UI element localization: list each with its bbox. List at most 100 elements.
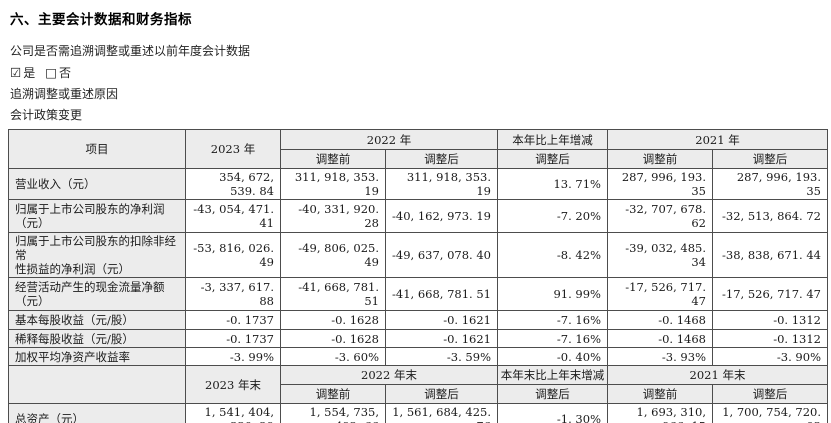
- row-label: 经营活动产生的现金流量净额 （元）: [8, 277, 186, 311]
- value-cell: 1, 693, 310, 966. 15: [607, 403, 713, 423]
- row-label: 稀释每股收益（元/股）: [8, 329, 186, 348]
- yearend-2021-header: 2021 年末: [607, 365, 828, 385]
- value-cell: -39, 032, 485. 34: [607, 232, 713, 278]
- value-cell: -40, 162, 973. 19: [385, 199, 498, 233]
- value-cell: -0. 1312: [712, 329, 828, 348]
- annual-header-row-2: 调整前 调整后 调整后 调整前 调整后: [9, 149, 828, 169]
- value-cell: -53, 816, 026. 49: [185, 232, 281, 278]
- value-cell: -7. 16%: [497, 329, 608, 348]
- table-row: 总资产（元） 1, 541, 404, 330. 29 1, 554, 735,…: [8, 403, 828, 423]
- value-cell: -0. 1312: [712, 310, 828, 330]
- value-cell: 354, 672, 539. 84: [185, 168, 281, 200]
- value-cell: -17, 526, 717. 47: [607, 277, 713, 311]
- yearend-2022-header: 2022 年末: [280, 365, 498, 385]
- item-column-header-empty: [8, 365, 186, 404]
- yearend-header-row-1: 2023 年末 2022 年末 本年末比上年末增减 2021 年末: [8, 365, 828, 404]
- value-cell: 13. 71%: [497, 168, 608, 200]
- value-cell: -49, 637, 078. 40: [385, 232, 498, 278]
- value-cell: -0. 1621: [385, 329, 498, 348]
- checked-checkbox-icon: ☑: [10, 65, 22, 80]
- value-cell: 287, 996, 193. 35: [607, 168, 713, 200]
- value-cell: -49, 806, 025. 49: [280, 232, 386, 278]
- row-label: 基本每股收益（元/股）: [8, 310, 186, 330]
- table-row: 经营活动产生的现金流量净额 （元） -3, 337, 617. 88 -41, …: [8, 277, 828, 311]
- before-adjust-header: 调整前: [280, 149, 386, 169]
- value-cell: -0. 1621: [385, 310, 498, 330]
- value-cell: -7. 20%: [497, 199, 608, 233]
- value-cell: 311, 918, 353. 19: [280, 168, 386, 200]
- value-cell: -0. 1628: [280, 329, 386, 348]
- value-cell: 1, 554, 735, 492. 66: [280, 403, 386, 423]
- value-cell: -0. 1628: [280, 310, 386, 330]
- value-cell: -17, 526, 717. 47: [712, 277, 828, 311]
- year-2022-header: 2022 年: [280, 129, 498, 150]
- year-2021-header: 2021 年: [607, 129, 828, 150]
- row-label: 归属于上市公司股东的净利润 （元）: [8, 199, 186, 233]
- table-row: 营业收入（元） 354, 672, 539. 84 311, 918, 353.…: [8, 168, 828, 200]
- value-cell: -0. 1737: [185, 310, 281, 330]
- restate-reason-label: 追溯调整或重述原因: [10, 87, 119, 101]
- value-cell: -41, 668, 781. 51: [280, 277, 386, 311]
- value-cell: -3. 59%: [385, 347, 498, 366]
- after-adjust-header: 调整后: [497, 149, 608, 169]
- value-cell: -3. 60%: [280, 347, 386, 366]
- yoy-change-header: 本年比上年增减: [497, 129, 608, 150]
- annual-header-row-1: 项目 2023 年 2022 年 本年比上年增减 2021 年: [8, 129, 828, 169]
- restate-reason-value: 会计政策变更: [10, 108, 83, 122]
- after-adjust-header: 调整后: [712, 384, 828, 404]
- item-column-header: 项目: [8, 129, 186, 169]
- after-adjust-header: 调整后: [712, 149, 828, 169]
- restate-question: 公司是否需追溯调整或重述以前年度会计数据: [10, 44, 251, 58]
- after-adjust-header: 调整后: [385, 384, 498, 404]
- value-cell: 1, 700, 754, 720. 03: [712, 403, 828, 423]
- value-cell: -43, 054, 471. 41: [185, 199, 281, 233]
- value-cell: -32, 513, 864. 72: [712, 199, 828, 233]
- restate-answer-row: ☑ 是 □ 否: [10, 65, 827, 81]
- value-cell: 287, 996, 193. 35: [712, 168, 828, 200]
- row-label: 营业收入（元）: [8, 168, 186, 200]
- value-cell: -0. 1468: [607, 310, 713, 330]
- row-label: 加权平均净资产收益率: [8, 347, 186, 366]
- value-cell: 311, 918, 353. 19: [385, 168, 498, 200]
- table-row: 基本每股收益（元/股） -0. 1737 -0. 1628 -0. 1621 -…: [8, 310, 828, 330]
- yearend-change-header: 本年末比上年末增减: [497, 365, 608, 385]
- table-row: 归属于上市公司股东的净利润 （元） -43, 054, 471. 41 -40,…: [8, 199, 828, 233]
- value-cell: -3. 99%: [185, 347, 281, 366]
- value-cell: -3. 93%: [607, 347, 713, 366]
- unchecked-checkbox-icon: □: [45, 65, 58, 80]
- value-cell: 91. 99%: [497, 277, 608, 311]
- value-cell: -38, 838, 671. 44: [712, 232, 828, 278]
- no-option-label: 否: [59, 66, 72, 80]
- yes-option-label: 是: [23, 66, 36, 80]
- value-cell: -41, 668, 781. 51: [385, 277, 498, 311]
- value-cell: -0. 40%: [497, 347, 608, 366]
- section-title: 六、主要会计数据和财务指标: [10, 12, 192, 28]
- financial-indicators-table: 项目 2023 年 2022 年 本年比上年增减 2021 年 调整前 调整后 …: [8, 129, 828, 423]
- year-2023-header: 2023 年: [185, 129, 281, 169]
- value-cell: 1, 561, 684, 425. 76: [385, 403, 498, 423]
- after-adjust-header: 调整后: [497, 384, 608, 404]
- table-row: 归属于上市公司股东的扣除非经常 性损益的净利润（元） -53, 816, 026…: [8, 232, 828, 278]
- no-option: □ 否: [45, 65, 72, 80]
- value-cell: -0. 1737: [185, 329, 281, 348]
- yearend-2023-header: 2023 年末: [185, 365, 281, 404]
- value-cell: -8. 42%: [497, 232, 608, 278]
- yes-option: ☑ 是: [10, 65, 36, 80]
- before-adjust-header: 调整前: [607, 149, 713, 169]
- value-cell: 1, 541, 404, 330. 29: [185, 403, 281, 423]
- value-cell: -3. 90%: [712, 347, 828, 366]
- before-adjust-header: 调整前: [280, 384, 386, 404]
- value-cell: -40, 331, 920. 28: [280, 199, 386, 233]
- after-adjust-header: 调整后: [385, 149, 498, 169]
- table-row: 稀释每股收益（元/股） -0. 1737 -0. 1628 -0. 1621 -…: [8, 329, 828, 348]
- value-cell: -0. 1468: [607, 329, 713, 348]
- value-cell: -1. 30%: [497, 403, 608, 423]
- table-row: 加权平均净资产收益率 -3. 99% -3. 60% -3. 59% -0. 4…: [8, 347, 828, 366]
- row-label: 归属于上市公司股东的扣除非经常 性损益的净利润（元）: [8, 232, 186, 278]
- value-cell: -7. 16%: [497, 310, 608, 330]
- before-adjust-header: 调整前: [607, 384, 713, 404]
- value-cell: -32, 707, 678. 62: [607, 199, 713, 233]
- row-label: 总资产（元）: [8, 403, 186, 423]
- value-cell: -3, 337, 617. 88: [185, 277, 281, 311]
